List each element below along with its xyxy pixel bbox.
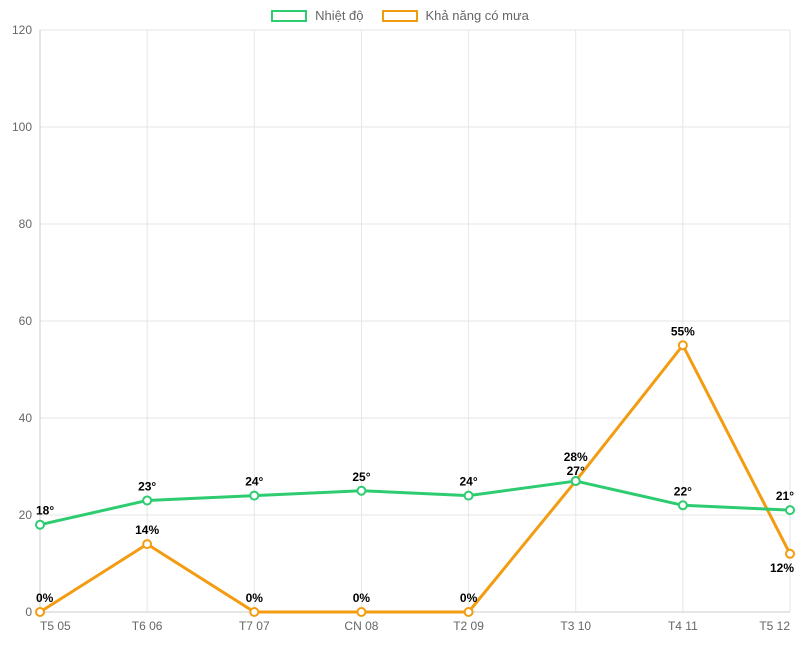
data-point-temperature[interactable] (572, 477, 580, 485)
x-tick-label: T2 09 (453, 619, 484, 633)
point-label-rain: 0% (36, 591, 54, 605)
data-point-rain[interactable] (465, 608, 473, 616)
point-label-temperature: 24° (459, 475, 477, 489)
point-label-rain: 0% (460, 591, 478, 605)
point-label-temperature: 18° (36, 504, 54, 518)
x-tick-label: T5 12 (759, 619, 790, 633)
y-tick-label: 120 (12, 23, 32, 37)
legend-label-rain: Khả năng có mưa (426, 8, 529, 23)
x-tick-label: T3 10 (560, 619, 591, 633)
data-point-rain[interactable] (143, 540, 151, 548)
data-point-temperature[interactable] (250, 492, 258, 500)
chart-svg: 0 20 40 60 80 100 120 T5 05 T6 06 T7 07 CN 08 T2 09… (0, 0, 800, 646)
point-label-temperature: 24° (245, 475, 263, 489)
y-tick-label: 100 (12, 120, 32, 134)
data-point-temperature[interactable] (143, 496, 151, 504)
point-label-rain: 28% (564, 450, 588, 464)
legend-swatch-rain (382, 10, 418, 22)
x-tick-label: T5 05 (40, 619, 71, 633)
data-point-rain[interactable] (36, 608, 44, 616)
data-point-temperature[interactable] (786, 506, 794, 514)
weather-chart: Nhiệt độ Khả năng có mưa 0 20 40 60 80 100 120… (0, 0, 800, 646)
x-tick-label: T4 11 (668, 619, 698, 633)
point-label-temperature: 22° (674, 484, 692, 498)
point-label-temperature: 23° (138, 479, 156, 493)
x-tick-label: T7 07 (239, 619, 270, 633)
y-tick-label: 20 (19, 508, 33, 522)
data-point-temperature[interactable] (357, 487, 365, 495)
y-tick-label: 0 (25, 605, 32, 619)
x-tick-label: CN 08 (344, 619, 378, 633)
legend-label-temperature: Nhiệt độ (315, 8, 363, 23)
point-label-temperature: 27° (567, 464, 585, 478)
point-label-temperature: 25° (352, 470, 370, 484)
x-tick-label: T6 06 (132, 619, 163, 633)
y-tick-label: 80 (19, 217, 33, 231)
data-point-temperature[interactable] (465, 492, 473, 500)
chart-legend: Nhiệt độ Khả năng có mưa (0, 8, 800, 23)
point-label-rain: 0% (246, 591, 264, 605)
legend-swatch-temperature (271, 10, 307, 22)
data-point-rain[interactable] (357, 608, 365, 616)
legend-item-temperature[interactable]: Nhiệt độ (271, 8, 363, 23)
point-label-rain: 14% (135, 523, 159, 537)
point-label-temperature: 21° (776, 489, 794, 503)
data-point-temperature[interactable] (679, 501, 687, 509)
y-tick-label: 40 (19, 411, 33, 425)
data-point-rain[interactable] (250, 608, 258, 616)
y-tick-label: 60 (19, 314, 33, 328)
point-label-rain: 0% (353, 591, 371, 605)
point-label-rain: 12% (770, 561, 794, 575)
data-point-temperature[interactable] (36, 521, 44, 529)
data-point-rain[interactable] (679, 341, 687, 349)
legend-item-rain[interactable]: Khả năng có mưa (382, 8, 529, 23)
point-label-rain: 55% (671, 324, 695, 338)
data-point-rain[interactable] (786, 550, 794, 558)
